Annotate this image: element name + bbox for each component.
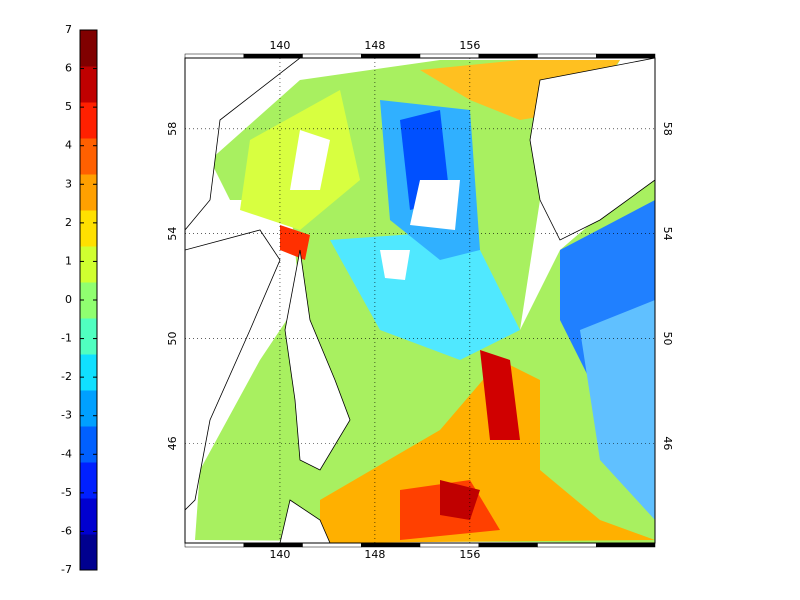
colorbar-tick-label: -3 xyxy=(61,409,72,422)
colorbar-tick-label: -2 xyxy=(61,370,72,383)
colorbar-tick-label: -5 xyxy=(61,486,72,499)
y-tick-label: 54 xyxy=(661,227,674,241)
frame-band xyxy=(537,53,597,59)
colorbar-tick-label: 4 xyxy=(65,139,72,152)
frame-band xyxy=(361,53,421,59)
colorbar-tick-label: -1 xyxy=(61,332,72,345)
y-tick-label: 54 xyxy=(166,227,179,241)
colorbar-band xyxy=(80,534,97,571)
frame-band xyxy=(596,53,656,59)
frame-band xyxy=(419,542,479,548)
y-tick-label: 46 xyxy=(661,436,674,450)
colorbar-band xyxy=(80,30,97,67)
colorbar-tick-label: 7 xyxy=(65,23,72,36)
colorbar-band xyxy=(80,462,97,499)
colorbar-tick-label: 1 xyxy=(65,254,72,267)
colorbar-tick-label: 6 xyxy=(65,62,72,75)
colorbar-band xyxy=(80,246,97,283)
colorbar-tick-label: 5 xyxy=(65,100,72,113)
frame-band xyxy=(478,542,538,548)
colorbar-band xyxy=(80,102,97,139)
map-frame xyxy=(184,57,656,544)
x-tick-label: 156 xyxy=(459,548,480,561)
frame-band xyxy=(596,542,656,548)
colorbar-tick-label: 2 xyxy=(65,216,72,229)
colorbar-band xyxy=(80,66,97,103)
frame-band xyxy=(361,542,421,548)
frame-band xyxy=(243,53,303,59)
colorbar-tick-label: -4 xyxy=(61,447,72,460)
colorbar-band xyxy=(80,138,97,175)
colorbar-tick-label: 3 xyxy=(65,177,72,190)
x-tick-label: 156 xyxy=(459,39,480,52)
y-tick-label: 50 xyxy=(166,332,179,346)
y-tick-label: 58 xyxy=(166,122,179,136)
colorbar-band xyxy=(80,210,97,247)
colorbar-band xyxy=(80,354,97,391)
y-tick-label: 50 xyxy=(661,332,674,346)
x-tick-label: 140 xyxy=(269,39,290,52)
x-tick-label: 140 xyxy=(269,548,290,561)
colorbar-tick-label: -7 xyxy=(61,563,72,576)
colorbar-tick-label: -6 xyxy=(61,524,72,537)
frame-band xyxy=(302,542,362,548)
x-tick-label: 148 xyxy=(364,548,385,561)
frame-band xyxy=(302,53,362,59)
data-field xyxy=(185,58,655,543)
frame-band xyxy=(478,53,538,59)
x-tick-label: 148 xyxy=(364,39,385,52)
y-tick-label: 58 xyxy=(661,122,674,136)
frame-band xyxy=(243,542,303,548)
frame-band xyxy=(184,53,244,59)
colorbar-band xyxy=(80,282,97,319)
colorbar-band xyxy=(80,426,97,463)
frame-band xyxy=(419,53,479,59)
colorbar-tick-label: 0 xyxy=(65,293,72,306)
colorbar-band xyxy=(80,318,97,355)
y-tick-label: 46 xyxy=(166,436,179,450)
colorbar: -7 -6 -5 -4 -3 -2 -1 0 1 2 3 4 5 6 7 xyxy=(61,23,98,576)
colorbar-band xyxy=(80,174,97,211)
frame-band xyxy=(184,542,244,548)
colorbar-band xyxy=(80,390,97,427)
colorbar-band xyxy=(80,498,97,535)
frame-band xyxy=(537,542,597,548)
